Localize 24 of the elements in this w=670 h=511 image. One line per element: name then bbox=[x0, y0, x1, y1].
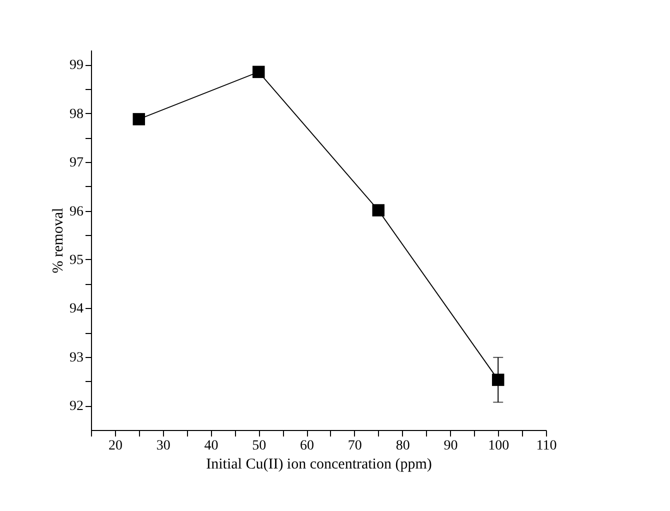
y-tick-label: 94 bbox=[70, 302, 84, 317]
x-tick-label: 90 bbox=[444, 438, 458, 454]
x-tick-label: 20 bbox=[108, 438, 122, 454]
y-tick-label: 92 bbox=[70, 399, 84, 414]
y-tick-label: 98 bbox=[70, 106, 84, 122]
y-tick-label: 93 bbox=[70, 350, 84, 366]
y-tick-label: 99 bbox=[70, 58, 84, 74]
x-tick-label: 60 bbox=[300, 438, 314, 454]
y-tick-label: 95 bbox=[70, 252, 84, 268]
x-tick-label: 80 bbox=[396, 438, 410, 454]
point bbox=[372, 204, 384, 216]
x-axis-title: Initial Cu(II) ion concentration (ppm) bbox=[206, 456, 432, 472]
point bbox=[252, 66, 265, 78]
x-tick-label: 110 bbox=[536, 438, 557, 454]
x-tick-label: 70 bbox=[348, 438, 362, 454]
x-tick-label: 100 bbox=[488, 438, 510, 454]
y-tick-label: 97 bbox=[70, 156, 84, 171]
y-tick-label: 96 bbox=[70, 204, 84, 220]
x-tick-label: 30 bbox=[156, 438, 170, 454]
y-axis-title: % removal bbox=[50, 208, 66, 274]
x-tick-label: 50 bbox=[252, 438, 266, 454]
x-tick-label: 40 bbox=[204, 438, 218, 454]
point bbox=[132, 113, 146, 126]
point bbox=[492, 374, 504, 386]
